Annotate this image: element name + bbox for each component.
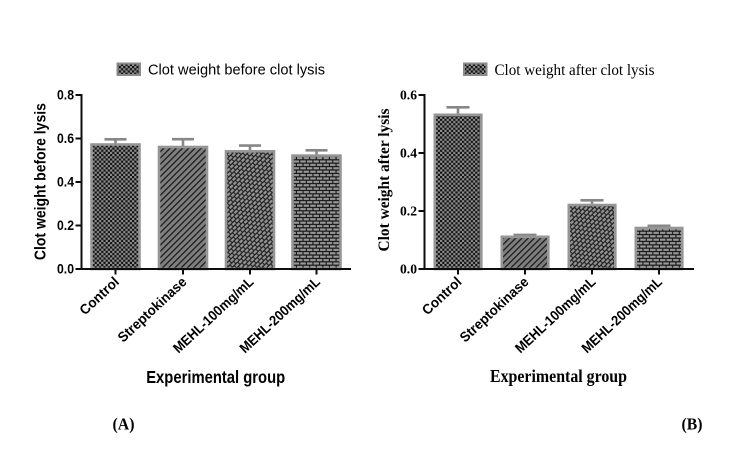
svg-text:0.4: 0.4	[400, 147, 417, 162]
svg-text:0.2: 0.2	[57, 217, 74, 233]
svg-text:Streptokinase: Streptokinase	[114, 273, 189, 345]
svg-text:Control: Control	[76, 273, 122, 317]
svg-text:0.0: 0.0	[57, 261, 74, 277]
svg-text:0.8: 0.8	[57, 87, 74, 103]
svg-text:Clot weight after clot lysis: Clot weight after clot lysis	[495, 62, 655, 79]
svg-text:(A): (A)	[113, 415, 135, 434]
svg-text:0.4: 0.4	[57, 174, 74, 190]
svg-text:Experimental group: Experimental group	[490, 366, 627, 386]
svg-text:0.0: 0.0	[400, 263, 417, 278]
svg-text:Clot weight after lysis: Clot weight after lysis	[376, 109, 393, 252]
svg-text:0.6: 0.6	[400, 89, 417, 104]
svg-text:Streptokinase: Streptokinase	[456, 273, 531, 345]
svg-text:(B): (B)	[682, 415, 703, 434]
svg-text:Clot weight before lysis: Clot weight before lysis	[33, 103, 50, 260]
svg-text:0.2: 0.2	[400, 205, 417, 220]
svg-text:Clot weight before clot lysis: Clot weight before clot lysis	[148, 62, 325, 79]
svg-text:0.6: 0.6	[57, 130, 74, 146]
svg-text:Control: Control	[419, 273, 465, 317]
svg-text:Experimental group: Experimental group	[146, 367, 285, 387]
